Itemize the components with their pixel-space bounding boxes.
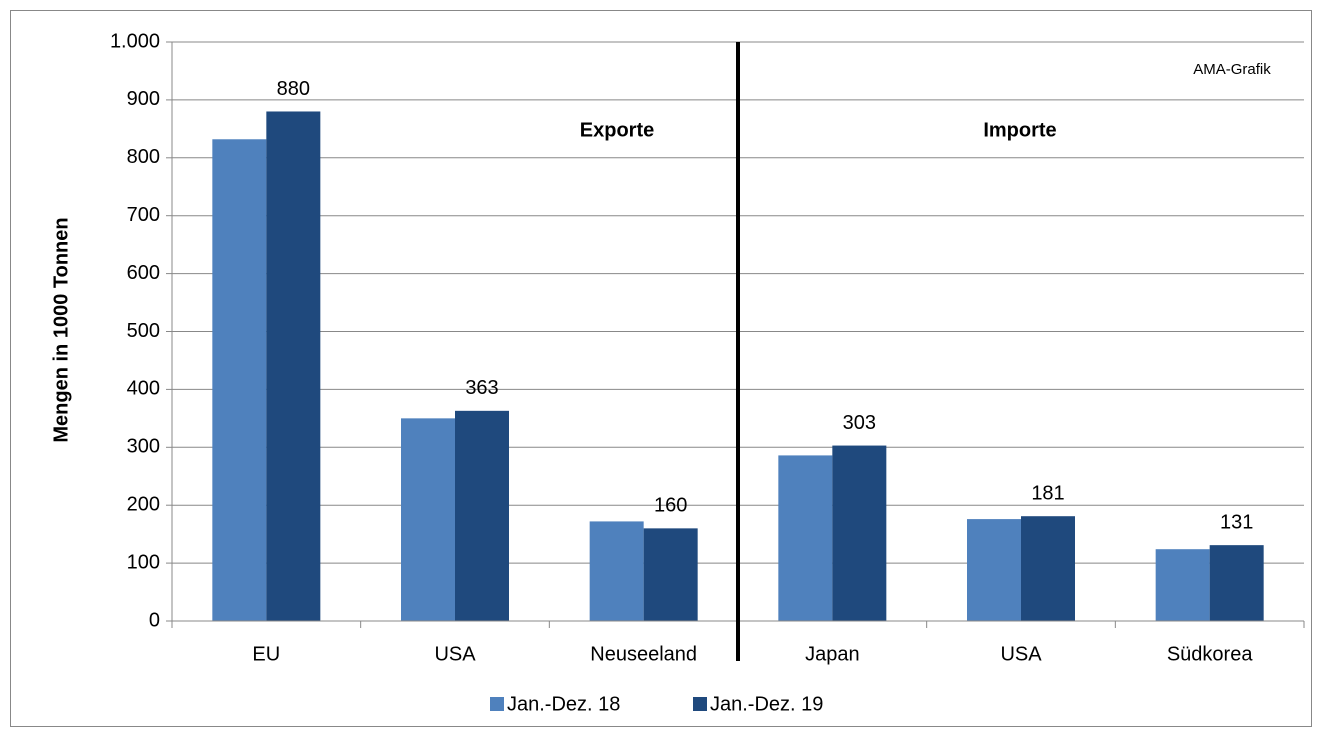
bar — [212, 139, 267, 621]
x-tick-label: Südkorea — [1167, 643, 1253, 665]
x-tick-label: Neuseeland — [590, 643, 697, 665]
y-tick-label: 700 — [127, 204, 160, 226]
y-tick-label: 400 — [127, 378, 160, 400]
annotation: Exporte — [580, 119, 654, 141]
bar — [589, 521, 644, 621]
data-label: 303 — [843, 412, 876, 434]
y-tick-label: 200 — [127, 493, 160, 515]
data-label: 880 — [277, 78, 310, 100]
x-tick-label: USA — [1000, 643, 1042, 665]
legend-label: Jan.-Dez. 19 — [710, 693, 823, 715]
x-tick-label: EU — [252, 643, 280, 665]
data-label: 181 — [1031, 482, 1064, 504]
bar — [967, 519, 1021, 621]
y-tick-label: 1.000 — [110, 30, 160, 52]
y-tick-label: 900 — [127, 88, 160, 110]
bar — [401, 418, 455, 621]
y-tick-label: 100 — [127, 551, 160, 573]
legend-swatch — [693, 697, 707, 711]
y-tick-label: 0 — [149, 609, 160, 631]
data-label: 363 — [465, 377, 498, 399]
y-tick-label: 800 — [127, 146, 160, 168]
y-tick-label: 500 — [127, 320, 160, 342]
x-tick-label: Japan — [805, 643, 860, 665]
data-label: 131 — [1220, 511, 1253, 533]
bar — [266, 111, 321, 621]
data-label: 160 — [654, 495, 687, 517]
legend-swatch — [490, 697, 504, 711]
bar — [1209, 545, 1264, 621]
annotation: Importe — [983, 119, 1056, 141]
x-tick-label: USA — [434, 643, 476, 665]
bar — [1155, 549, 1210, 621]
bar — [455, 410, 509, 621]
bar — [832, 445, 887, 621]
legend-label: Jan.-Dez. 18 — [507, 693, 620, 715]
y-axis-label: Mengen in 1000 Tonnen — [50, 217, 72, 442]
bar — [643, 528, 698, 621]
y-tick-label: 300 — [127, 436, 160, 458]
bar — [778, 455, 833, 621]
bar — [1021, 516, 1075, 621]
y-tick-label: 600 — [127, 262, 160, 284]
annotation: AMA-Grafik — [1193, 61, 1271, 78]
